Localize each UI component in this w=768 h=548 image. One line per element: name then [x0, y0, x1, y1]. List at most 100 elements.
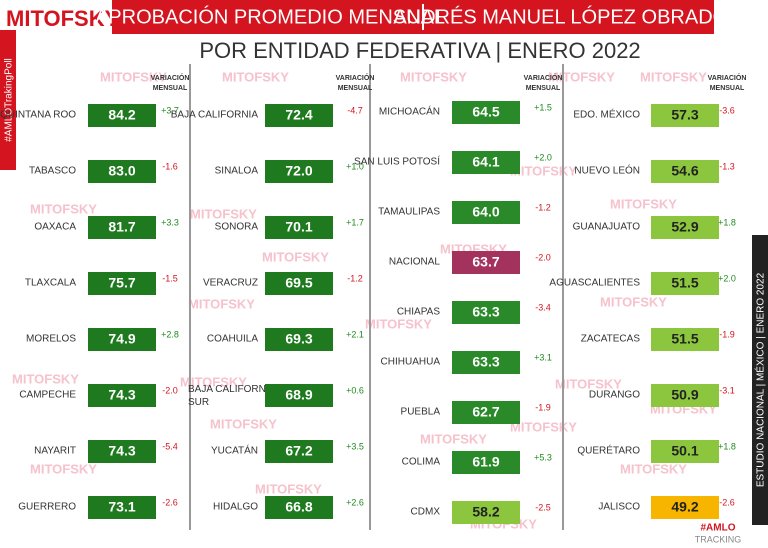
value-box: [265, 272, 333, 295]
value-box: [265, 496, 333, 519]
state-label: EDO. MÉXICO: [573, 108, 640, 121]
value-box: [452, 301, 520, 324]
state-label: QUINTANA ROO: [0, 110, 76, 121]
watermark: MITOFSKY: [190, 206, 257, 221]
subtitle: POR ENTIDAD FEDERATIVA | ENERO 2022: [199, 38, 640, 63]
value-label: 62.7: [472, 404, 499, 420]
variation-label: +1.5: [534, 102, 552, 112]
value-label: 69.3: [285, 331, 312, 347]
variation-label: +5.3: [534, 452, 552, 462]
state-label: AGUASCALIENTES: [549, 278, 640, 289]
value-box: [452, 351, 520, 374]
state-label: HIDALGO: [213, 502, 258, 513]
value-box: [265, 216, 333, 239]
value-label: 63.7: [472, 254, 499, 270]
value-label: 72.4: [285, 107, 312, 123]
side-tag: #AMLOTrakingPoll: [4, 58, 15, 142]
value-label: 50.9: [671, 387, 698, 403]
value-label: 61.9: [472, 454, 499, 470]
value-label: 63.3: [472, 304, 499, 320]
watermarks: MITOFSKY MITOFSKY MITOFSKY MITOFSKY MITOFSKY…: [12, 69, 717, 531]
value-box: [265, 440, 333, 463]
value-box: [651, 384, 719, 407]
state-label: OAXACA: [34, 222, 76, 233]
watermark: MITOFSKY: [420, 431, 487, 446]
value-label: 64.1: [472, 154, 499, 170]
watermark: MITOFSKY: [262, 249, 329, 264]
variation-label: -2.0: [535, 252, 551, 262]
watermark: MITOFSKY: [548, 69, 615, 84]
variation-label: +1.8: [718, 217, 736, 227]
value-box: [651, 160, 719, 183]
value-box: [651, 216, 719, 239]
variation-header: VARIACIÓN MENSUAL: [151, 73, 190, 92]
variation-label: -1.2: [347, 273, 363, 283]
value-label: 74.3: [108, 387, 135, 403]
state-label: BAJA CALIFORNIA: [171, 110, 259, 121]
variation-label: -3.4: [535, 302, 551, 312]
variation-label: -5.4: [162, 441, 178, 451]
variation-label: -2.0: [162, 385, 178, 395]
variation-label: -2.5: [535, 502, 551, 512]
value-label: 73.1: [108, 499, 135, 515]
variation-label: +2.8: [161, 329, 179, 339]
state-label: CAMPECHE: [19, 390, 76, 401]
value-box: [452, 401, 520, 424]
state-label: NACIONAL: [389, 257, 441, 268]
value-label: 72.0: [285, 163, 312, 179]
value-label: 84.2: [108, 107, 135, 123]
state-label: QUERÉTARO: [577, 444, 640, 457]
variation-label: -1.3: [719, 161, 735, 171]
state-label: GUANAJUATO: [573, 222, 641, 233]
watermark: MITOFSKY: [620, 461, 687, 476]
variation-label: -1.2: [535, 202, 551, 212]
watermark: MITOFSKY: [12, 371, 79, 386]
state-label: NUEVO LEÓN: [574, 164, 640, 177]
title: APROBACIÓN PROMEDIO MENSUAL: [95, 5, 445, 28]
state-label: COAHUILA: [207, 334, 258, 345]
variation-label: +2.6: [346, 497, 364, 507]
state-label: VERACRUZ: [203, 278, 258, 289]
title-bar: [112, 0, 714, 34]
value-label: 68.9: [285, 387, 312, 403]
watermark: MITOFSKY: [188, 296, 255, 311]
value-label: 64.0: [472, 204, 499, 220]
study-label-bg: [752, 235, 768, 525]
watermark: MITOFSKY: [510, 163, 577, 178]
value-box: [452, 201, 520, 224]
value-label: 74.9: [108, 331, 135, 347]
state-label: TAMAULIPAS: [378, 207, 440, 218]
watermark: MITOFSKY: [400, 69, 467, 84]
state-label: TABASCO: [29, 166, 76, 177]
state-label: SINALOA: [215, 166, 259, 177]
state-label: TLAXCALA: [25, 278, 76, 289]
state-label: GUERRERO: [18, 502, 76, 513]
state-label: MORELOS: [26, 334, 76, 345]
value-label: 70.1: [285, 219, 312, 235]
variation-header: VARIACIÓN MENSUAL: [524, 73, 563, 92]
value-box: [452, 251, 520, 274]
watermark: MITOFSKY: [210, 416, 277, 431]
state-label: CHIHUAHUA: [381, 357, 441, 368]
value-box: [265, 384, 333, 407]
variation-label: +3.1: [534, 352, 552, 362]
watermark: MITOFSKY: [30, 201, 97, 216]
value-box: [452, 101, 520, 124]
value-box: [265, 104, 333, 127]
value-label: 69.5: [285, 275, 312, 291]
variation-label: +2.1: [346, 329, 364, 339]
footer-sub: TRACKING: [695, 534, 742, 544]
state-label: COLIMA: [402, 457, 441, 468]
value-label: 63.3: [472, 354, 499, 370]
watermark: MITOFSKY: [180, 374, 247, 389]
state-label: MICHOACÁN: [379, 105, 440, 118]
watermark: MITOFSKY: [365, 316, 432, 331]
value-label: 75.7: [108, 275, 135, 291]
variation-header: VARIACIÓN MENSUAL: [336, 73, 375, 92]
watermark: MITOFSKY: [100, 69, 167, 84]
value-box: [88, 496, 156, 519]
variation-label: +2.0: [534, 152, 552, 162]
value-box: [452, 451, 520, 474]
variation-label: -2.6: [162, 497, 178, 507]
